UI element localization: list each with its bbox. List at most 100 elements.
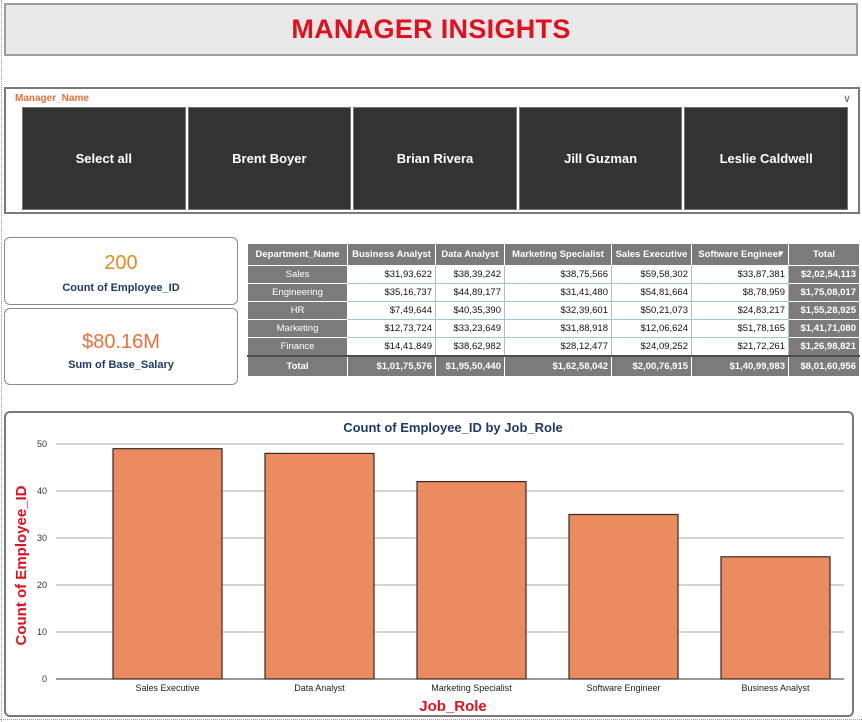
matrix-total-cell: $1,62,58,042: [504, 355, 612, 377]
slicer-title: Manager_Name: [15, 93, 89, 104]
matrix-cell: $24,83,217: [691, 301, 789, 320]
x-tick-label: Sales Executive: [135, 683, 199, 693]
matrix-header-label: Total: [813, 249, 835, 260]
matrix-row: Finance $14,41,849 $38,62,982 $28,12,477 $24…: [247, 337, 860, 357]
y-tick-label: 50: [37, 439, 47, 449]
kpi-label: Count of Employee_ID: [62, 282, 180, 294]
matrix-total-label: Total: [247, 355, 348, 377]
matrix-header-total[interactable]: Total ▼: [777, 243, 860, 266]
matrix-body: Sales $31,93,622 $38,39,242 $38,75,566 $59,5…: [247, 265, 860, 377]
matrix-row-total: $1,75,08,017: [788, 283, 860, 302]
manager-name-slicer: Manager_Name ∨ Select all Brent Boyer Br…: [4, 87, 860, 214]
y-tick-label: 10: [37, 627, 47, 637]
matrix-cell: $38,62,982: [435, 337, 505, 357]
matrix-row-total: $1,41,71,080: [788, 319, 860, 338]
matrix-cell: $21,72,261: [691, 337, 789, 357]
matrix-header-row: Department_Name Business Analyst Data An…: [247, 243, 860, 266]
chevron-down-icon[interactable]: ∨: [842, 92, 851, 105]
matrix-cell: $12,73,724: [347, 319, 436, 338]
bar[interactable]: [416, 480, 527, 680]
matrix-cell: $14,41,849: [347, 337, 436, 357]
kpi-card-base-salary: $80.16M Sum of Base_Salary: [4, 308, 238, 385]
matrix-cell: $31,88,918: [504, 319, 612, 338]
matrix-cell: $38,39,242: [435, 265, 505, 284]
matrix-cell: $35,16,737: [347, 283, 436, 302]
y-tick-label: 0: [42, 674, 47, 684]
matrix-row-total: $1,55,28,925: [788, 301, 860, 320]
kpi-label: Sum of Base_Salary: [68, 359, 174, 371]
matrix-cell: $32,39,601: [504, 301, 612, 320]
y-axis-title: Count of Employee_ID: [13, 485, 30, 645]
slicer-options: Select all Brent Boyer Brian Rivera Jill…: [22, 107, 848, 210]
matrix-cell: $7,49,644: [347, 301, 436, 320]
x-tick-label: Business Analyst: [741, 683, 810, 693]
page-title: MANAGER INSIGHTS: [291, 14, 571, 44]
matrix-header[interactable]: Data Analyst: [435, 243, 505, 266]
x-tick-label: Software Engineer: [586, 683, 660, 693]
matrix-total-cell: $1,40,99,983: [691, 355, 789, 377]
matrix-header[interactable]: Software Engineer: [691, 243, 789, 266]
matrix-cell: $50,21,073: [611, 301, 692, 320]
matrix-total-cell: $1,95,50,440: [435, 355, 505, 377]
y-tick-label: 20: [37, 580, 47, 590]
matrix-cell: $51,78,165: [691, 319, 789, 338]
matrix-row-header[interactable]: Engineering: [247, 283, 348, 302]
x-tick-label: Marketing Specialist: [431, 683, 512, 693]
bar[interactable]: [264, 452, 375, 680]
matrix-header[interactable]: Business Analyst: [347, 243, 436, 266]
matrix-cell: $54,81,664: [611, 283, 692, 302]
slicer-option-select-all[interactable]: Select all: [22, 107, 186, 210]
matrix-cell: $38,75,566: [504, 265, 612, 284]
matrix-cell: $31,41,480: [504, 283, 612, 302]
matrix-cell: $44,89,177: [435, 283, 505, 302]
matrix-total-cell: $2,00,76,915: [611, 355, 692, 377]
slicer-option-brian-rivera[interactable]: Brian Rivera: [353, 107, 517, 210]
matrix-row: Sales $31,93,622 $38,39,242 $38,75,566 $59,5…: [247, 265, 860, 284]
salary-matrix: Department_Name Business Analyst Data An…: [247, 243, 860, 382]
bar-chart-svg: Count of Employee_ID by Job_Role 0 10 20 30 4…: [13, 420, 844, 715]
bar[interactable]: [720, 556, 831, 680]
kpi-card-employee-count: 200 Count of Employee_ID: [4, 237, 238, 305]
matrix-total-row: Total $1,01,75,576 $1,95,50,440 $1,62,58,04…: [247, 355, 860, 377]
matrix-cell: $33,23,649: [435, 319, 505, 338]
matrix-header[interactable]: Sales Executive: [611, 243, 692, 266]
matrix-header[interactable]: Marketing Specialist: [504, 243, 612, 266]
matrix-row: HR $7,49,644 $40,35,390 $32,39,601 $50,21,07…: [247, 301, 860, 320]
slicer-option-jill-guzman[interactable]: Jill Guzman: [518, 107, 683, 210]
matrix-cell: $31,93,622: [347, 265, 436, 284]
y-tick-label: 40: [37, 486, 47, 496]
slicer-option-leslie-caldwell[interactable]: Leslie Caldwell: [684, 107, 848, 210]
matrix-row-total: $1,26,98,821: [788, 337, 860, 357]
matrix-row: Marketing $12,73,724 $33,23,649 $31,88,918 $…: [247, 319, 860, 338]
kpi-value: $80.16M: [82, 331, 160, 353]
matrix-total-cell: $1,01,75,576: [347, 355, 436, 377]
bar[interactable]: [112, 448, 223, 680]
matrix-cell: $12,06,624: [611, 319, 692, 338]
chart-title: Count of Employee_ID by Job_Role: [343, 420, 563, 435]
matrix-cell: $40,35,390: [435, 301, 505, 320]
matrix-row-total: $2,02,54,113: [788, 265, 860, 284]
matrix-row-header[interactable]: Marketing: [247, 319, 348, 338]
matrix-header[interactable]: Department_Name: [247, 243, 348, 266]
y-tick-label: 30: [37, 533, 47, 543]
x-axis-title: Job_Role: [419, 698, 487, 715]
matrix-row-header[interactable]: Finance: [247, 337, 348, 357]
slicer-option-brent-boyer[interactable]: Brent Boyer: [187, 107, 352, 210]
matrix-cell: $28,12,477: [504, 337, 612, 357]
kpi-value: 200: [104, 252, 138, 274]
title-banner: MANAGER INSIGHTS: [4, 3, 858, 56]
matrix-cell: $33,87,381: [691, 265, 789, 284]
matrix-cell: $8,78,959: [691, 283, 789, 302]
page-border-left: [1, 0, 2, 722]
page-border-bottom: [0, 719, 862, 720]
matrix-grand-total: $8,01,60,956: [788, 355, 860, 377]
matrix-row-header[interactable]: Sales: [247, 265, 348, 284]
matrix-row: Engineering $35,16,737 $44,89,177 $31,41,48…: [247, 283, 860, 302]
job-role-bar-chart: Count of Employee_ID by Job_Role 0 10 20 30 4…: [4, 411, 854, 717]
matrix-cell: $59,58,302: [611, 265, 692, 284]
x-tick-label: Data Analyst: [294, 683, 345, 693]
bar[interactable]: [568, 513, 679, 680]
salary-matrix-table: Department_Name Business Analyst Data An…: [247, 243, 860, 377]
matrix-cell: $24,09,252: [611, 337, 692, 357]
matrix-row-header[interactable]: HR: [247, 301, 348, 320]
